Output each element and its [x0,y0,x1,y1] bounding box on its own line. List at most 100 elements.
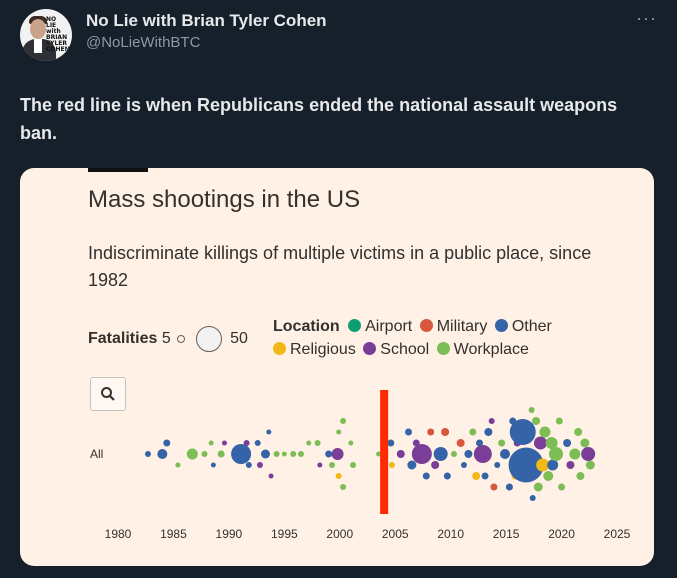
data-point[interactable] [260,449,270,459]
data-point[interactable] [488,418,495,424]
data-point[interactable] [473,445,492,463]
data-point[interactable] [580,438,590,448]
data-point[interactable] [268,473,274,479]
data-point[interactable] [441,428,450,436]
data-point[interactable] [481,472,489,480]
data-point[interactable] [508,447,544,483]
data-point[interactable] [532,417,541,425]
data-point[interactable] [509,419,536,445]
avatar[interactable]: NO LIE with BRIAN TYLER COHEN [20,9,72,61]
author-handle[interactable]: @NoLieWithBTC [86,34,201,51]
data-point[interactable] [484,428,493,436]
data-point[interactable] [256,462,263,468]
data-point[interactable] [494,462,501,468]
data-point[interactable] [273,451,280,457]
data-point[interactable] [331,448,344,460]
row-label: All [90,447,103,461]
data-point[interactable] [325,450,333,458]
author-name[interactable]: No Lie with Brian Tyler Cohen [86,11,327,30]
data-point[interactable] [175,462,181,468]
data-point[interactable] [245,462,252,468]
data-point[interactable] [297,451,304,457]
data-point[interactable] [201,451,208,457]
data-point[interactable] [335,473,342,479]
data-point[interactable] [157,449,168,459]
x-tick-label: 2020 [548,527,575,541]
data-point[interactable] [290,451,297,457]
data-point[interactable] [536,458,550,472]
data-point[interactable] [563,439,572,447]
data-point[interactable] [533,436,547,450]
data-point[interactable] [576,472,585,480]
data-point[interactable] [585,460,595,470]
data-point[interactable] [317,462,323,468]
data-point[interactable] [329,462,336,468]
data-point[interactable] [498,439,506,447]
data-point[interactable] [221,440,227,446]
data-point[interactable] [569,448,581,460]
data-point[interactable] [427,428,435,436]
data-point[interactable] [422,472,430,480]
data-point[interactable] [460,462,467,468]
data-point[interactable] [396,450,405,458]
data-point[interactable] [314,440,321,446]
data-point[interactable] [505,483,513,491]
data-point[interactable] [217,450,225,458]
data-point[interactable] [348,440,354,446]
data-point[interactable] [243,440,250,446]
data-point[interactable] [549,447,564,461]
data-point[interactable] [407,460,417,470]
data-point[interactable] [340,418,347,424]
data-point[interactable] [254,440,261,446]
data-point[interactable] [411,444,432,464]
data-point[interactable] [581,447,596,461]
data-point[interactable] [231,444,252,464]
data-point[interactable] [376,451,382,457]
data-point[interactable] [281,451,287,457]
brand-bar [88,168,148,172]
data-point[interactable] [555,417,563,425]
data-point[interactable] [545,437,558,449]
data-point[interactable] [144,451,151,457]
data-point[interactable] [405,428,413,436]
data-point[interactable] [163,439,171,447]
x-tick-label: 1980 [105,527,132,541]
legend-label: Other [511,318,552,335]
data-point[interactable] [464,450,473,458]
data-point[interactable] [539,426,551,438]
data-point[interactable] [266,429,272,435]
data-point[interactable] [566,461,575,469]
data-point[interactable] [336,429,342,435]
data-point[interactable] [433,447,448,461]
data-point[interactable] [543,471,554,481]
data-point[interactable] [350,462,357,468]
chart-image[interactable]: Mass shootings in the US Indiscriminate … [20,168,654,566]
data-point[interactable] [475,439,483,447]
data-point[interactable] [456,439,465,447]
data-point[interactable] [533,482,543,492]
data-point[interactable] [558,483,566,491]
zoom-button[interactable] [90,377,126,411]
data-point[interactable] [574,428,583,436]
chart-subtitle: Indiscriminate killings of multiple vict… [88,243,592,290]
search-icon [101,387,115,401]
data-point[interactable] [388,462,395,468]
data-point[interactable] [431,461,440,469]
data-point[interactable] [469,428,477,436]
data-point[interactable] [529,495,536,501]
fatalities-label: Fatalities [88,330,158,348]
data-point[interactable] [210,462,216,468]
data-point[interactable] [387,439,395,447]
data-point[interactable] [208,440,214,446]
data-point[interactable] [450,451,457,457]
data-point[interactable] [472,472,481,480]
data-point[interactable] [340,484,347,490]
more-options-icon[interactable]: ··· [636,8,657,28]
data-point[interactable] [306,440,312,446]
data-point[interactable] [186,448,198,460]
data-point[interactable] [547,459,559,471]
data-point[interactable] [443,472,451,480]
data-point[interactable] [500,449,511,459]
data-point[interactable] [528,407,535,413]
data-point[interactable] [490,483,498,491]
